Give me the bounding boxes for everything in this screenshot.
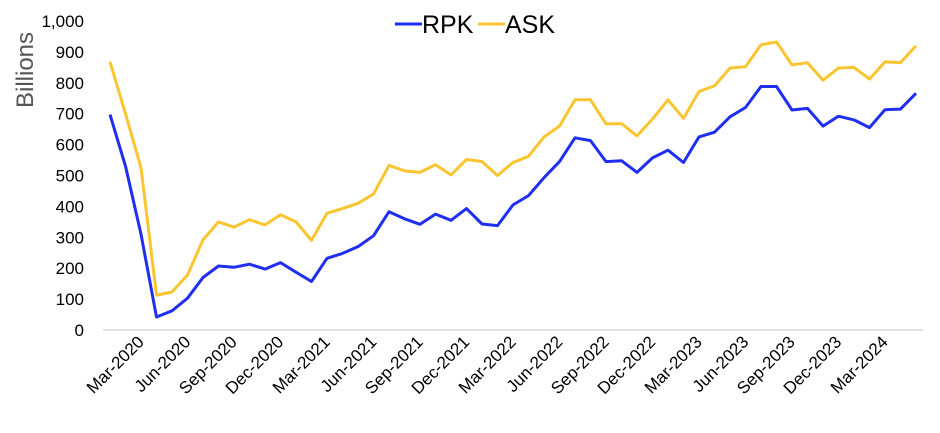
y-tick-label: 100 (56, 290, 84, 309)
y-tick-label: 500 (56, 167, 84, 186)
legend-label-ask: ASK (505, 11, 555, 39)
series-line-ask (108, 40, 918, 297)
y-tick-label: 800 (56, 74, 84, 93)
y-axis-ticks: 0 100 200 300 400 500 600 700 800 900 1,000 (41, 12, 84, 340)
legend-label-rpk: RPK (422, 11, 474, 39)
y-tick-label: 600 (56, 136, 84, 155)
y-tick-label: 300 (56, 228, 84, 247)
x-axis-ticks: Mar-2020Jun-2020Sep-2020Dec-2020Mar-2021… (83, 332, 892, 398)
legend: RPK ASK (395, 11, 555, 39)
y-tick-label: 0 (75, 321, 84, 340)
y-tick-label: 900 (56, 43, 84, 62)
plot-area (108, 40, 918, 319)
series-line-rpk (108, 85, 918, 319)
y-tick-label: 400 (56, 197, 84, 216)
y-tick-label: 700 (56, 105, 84, 124)
y-tick-label: 200 (56, 259, 84, 278)
y-axis-title: Billions (12, 32, 39, 108)
y-tick-label: 1,000 (41, 12, 84, 31)
